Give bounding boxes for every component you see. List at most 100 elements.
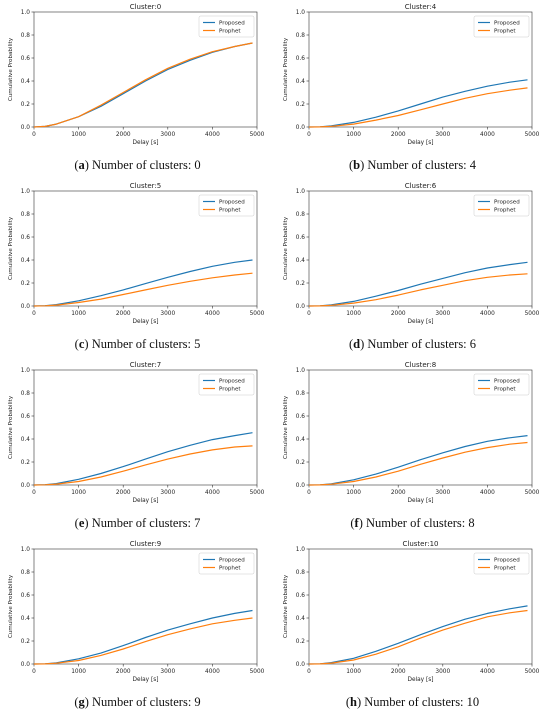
plot-frame: [308, 190, 533, 307]
x-tick-label: 2000: [116, 490, 131, 496]
y-axis-label: Cumulative Probability: [8, 574, 14, 638]
series-line-prophet: [308, 441, 528, 486]
y-tick-label: 0.4: [21, 437, 31, 443]
chart-panel: Cluster:5 0 1000 2000 3000 4000 5000 0.0 0.2 0.4 0…: [0, 179, 275, 358]
y-tick-label: 0.8: [296, 570, 306, 576]
line-chart: Cluster:9 0 1000 2000 3000 4000 5000 0.0 0.2 0.4 0…: [8, 540, 265, 683]
x-tick-label: 2000: [116, 132, 131, 138]
caption-text: Number of clusters: 6: [367, 337, 477, 351]
panel-letter: c: [78, 337, 85, 351]
y-tick-label: 1.0: [296, 10, 306, 16]
x-tick-label: 5000: [250, 132, 265, 138]
x-axis-label: Delay [s]: [407, 498, 433, 504]
y-axis-label: Cumulative Probability: [283, 37, 289, 101]
panel-caption: (a) Number of clusters: 0: [74, 158, 201, 172]
x-tick-label: 1000: [346, 132, 361, 138]
y-tick-label: 0.6: [296, 593, 306, 599]
x-tick-label: 3000: [160, 669, 175, 675]
y-tick-label: 0.6: [21, 593, 31, 599]
plot-frame: [33, 369, 258, 486]
x-axis-label: Delay [s]: [407, 319, 433, 325]
x-tick-label: 5000: [250, 311, 265, 317]
panel-letter: h: [350, 695, 357, 709]
legend: Proposed Prophet: [473, 194, 530, 217]
x-tick-label: 2000: [391, 311, 406, 317]
y-tick-label: 0.6: [21, 56, 31, 62]
x-tick-label: 5000: [525, 132, 540, 138]
legend-label: Prophet: [494, 566, 516, 572]
panel-letter: f: [354, 516, 359, 530]
x-tick-label: 4000: [480, 669, 495, 675]
y-tick-label: 0.4: [296, 437, 306, 443]
x-tick-label: 1000: [346, 311, 361, 317]
plot-frame: [308, 548, 533, 665]
plot-frame: [33, 190, 258, 307]
plot-frame: [33, 548, 258, 665]
x-tick-label: 3000: [435, 132, 450, 138]
y-tick-label: 1.0: [296, 368, 306, 374]
y-tick-label: 0.0: [296, 125, 306, 131]
y-axis-label: Cumulative Probability: [8, 37, 14, 101]
chart-panel: Cluster:8 0 1000 2000 3000 4000 5000 0.0 0.2 0.4 0…: [275, 358, 550, 537]
legend-box: [473, 373, 530, 396]
x-tick-label: 3000: [160, 132, 175, 138]
caption-text: Number of clusters: 8: [365, 516, 475, 530]
y-tick-label: 0.4: [21, 258, 31, 264]
legend-box: [198, 373, 255, 396]
series-line-proposed: [33, 609, 253, 665]
x-tick-label: 0: [307, 311, 311, 317]
x-tick-label: 0: [307, 490, 311, 496]
caption-text: Number of clusters: 10: [364, 695, 480, 709]
plot-frame: [308, 11, 533, 128]
x-axis-label: Delay [s]: [132, 498, 158, 504]
y-tick-label: 0.2: [21, 460, 31, 466]
y-tick-label: 0.6: [296, 235, 306, 241]
x-tick-label: 4000: [205, 669, 220, 675]
line-chart: Cluster:10 0 1000 2000 3000 4000 5000 0.0 0.2 0.4…: [283, 540, 540, 683]
y-tick-label: 0.4: [296, 79, 306, 85]
caption-text: Number of clusters: 5: [91, 337, 201, 351]
y-tick-label: 0.2: [21, 639, 31, 645]
series-line-prophet: [308, 609, 528, 665]
y-tick-label: 1.0: [21, 10, 31, 16]
chart-title: Cluster:7: [130, 361, 162, 369]
legend-label: Prophet: [219, 208, 241, 214]
x-tick-label: 1000: [346, 669, 361, 675]
panel-caption: (e) Number of clusters: 7: [74, 516, 201, 530]
y-tick-label: 0.0: [296, 662, 306, 668]
x-tick-label: 1000: [71, 311, 86, 317]
chart-title: Cluster:0: [130, 3, 162, 11]
line-chart: Cluster:5 0 1000 2000 3000 4000 5000 0.0 0.2 0.4 0…: [8, 182, 265, 325]
legend: Proposed Prophet: [198, 373, 255, 396]
legend: Proposed Prophet: [198, 15, 255, 38]
panel-caption: (g) Number of clusters: 9: [74, 695, 201, 709]
x-tick-label: 4000: [205, 311, 220, 317]
x-tick-label: 0: [32, 490, 36, 496]
y-tick-label: 0.0: [21, 662, 31, 668]
chart-title: Cluster:5: [130, 182, 162, 190]
caption-text: Number of clusters: 9: [92, 695, 201, 709]
x-tick-label: 4000: [205, 132, 220, 138]
y-tick-label: 0.2: [21, 281, 31, 287]
plot-frame: [33, 11, 258, 128]
panel-caption: (f) Number of clusters: 8: [350, 516, 475, 530]
x-tick-label: 1000: [71, 490, 86, 496]
legend-label: Prophet: [494, 208, 516, 214]
panel-caption: (c) Number of clusters: 5: [74, 337, 201, 351]
x-tick-label: 5000: [525, 669, 540, 675]
x-tick-label: 1000: [71, 132, 86, 138]
x-tick-label: 4000: [480, 132, 495, 138]
x-tick-label: 5000: [525, 490, 540, 496]
panel-letter: d: [353, 337, 361, 351]
legend-label: Proposed: [494, 21, 520, 27]
x-tick-label: 3000: [160, 311, 175, 317]
y-tick-label: 1.0: [21, 368, 31, 374]
series-line-prophet: [33, 445, 253, 486]
line-chart: Cluster:7 0 1000 2000 3000 4000 5000 0.0 0.2 0.4 0…: [8, 361, 265, 504]
x-tick-label: 0: [307, 669, 311, 675]
x-tick-label: 3000: [435, 669, 450, 675]
legend: Proposed Prophet: [473, 373, 530, 396]
y-tick-label: 0.6: [21, 235, 31, 241]
legend-label: Proposed: [219, 379, 245, 385]
legend-label: Proposed: [494, 200, 520, 206]
